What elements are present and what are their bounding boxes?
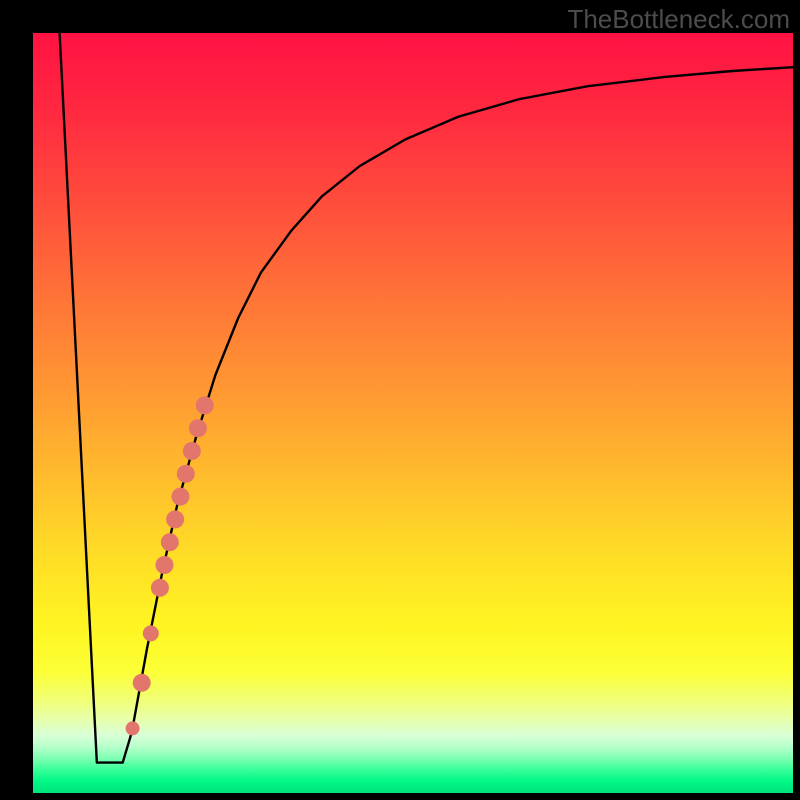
marker-point	[196, 396, 214, 414]
chart-svg	[33, 33, 793, 793]
marker-point	[151, 579, 169, 597]
marker-point	[133, 674, 151, 692]
bottleneck-curve	[60, 33, 793, 763]
chart-frame: TheBottleneck.com	[0, 0, 800, 800]
watermark-text: TheBottleneck.com	[567, 4, 790, 35]
marker-point	[183, 442, 201, 460]
plot-area	[33, 33, 793, 793]
marker-point	[166, 510, 184, 528]
marker-point	[189, 419, 207, 437]
marker-point	[177, 465, 195, 483]
marker-point	[155, 556, 173, 574]
marker-point	[161, 533, 179, 551]
marker-point	[143, 625, 159, 641]
marker-point	[171, 488, 189, 506]
marker-point	[126, 721, 140, 735]
